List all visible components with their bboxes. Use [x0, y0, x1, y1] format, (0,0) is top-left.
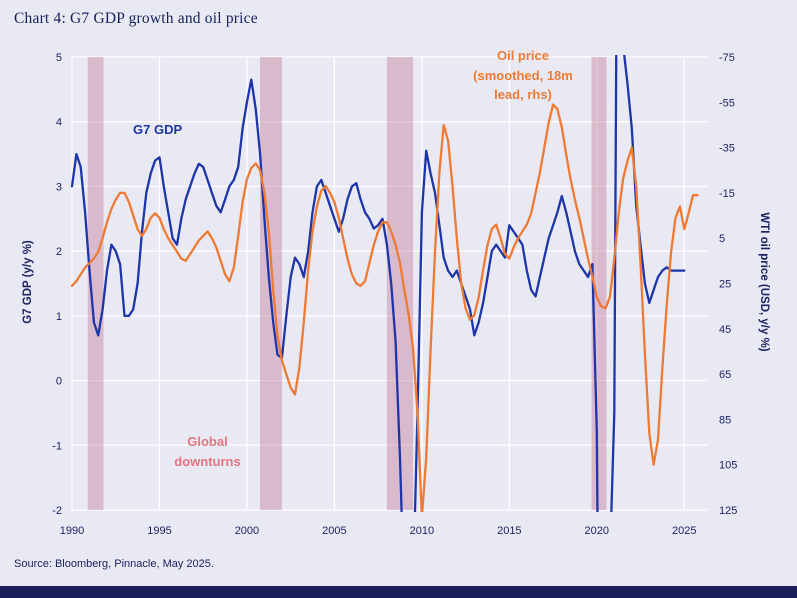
- x-axis-tick-label: 2015: [497, 525, 521, 537]
- global-downturns-label: Global downturns: [150, 432, 265, 471]
- right-axis-tick-label: 125: [719, 505, 737, 517]
- left-axis-tick-label: 5: [56, 52, 62, 64]
- left-axis-tick-label: 3: [56, 181, 62, 193]
- oil-series-label-line3: lead, rhs): [494, 87, 552, 102]
- right-axis-title: WTI oil price (USD, y/y %): [758, 212, 770, 352]
- x-axis-tick-label: 2020: [585, 525, 609, 537]
- downturn-band: [87, 57, 104, 510]
- oil-series-label-line2: (smoothed, 18m: [473, 67, 573, 83]
- x-axis-tick-label: 2000: [235, 525, 259, 537]
- global-downturns-label-line1: Global: [187, 434, 228, 449]
- right-axis-tick-label: 5: [719, 233, 725, 245]
- footer-bar: [0, 586, 797, 598]
- left-axis-tick-label: 1: [56, 311, 62, 323]
- source-note: Source: Bloomberg, Pinnacle, May 2025.: [14, 558, 214, 570]
- page-title: Chart 4: G7 GDP growth and oil price: [14, 10, 258, 27]
- global-downturns-label-line2: downturns: [174, 453, 241, 469]
- x-axis-tick-label: 1995: [147, 525, 171, 537]
- x-axis-tick-label: 2005: [322, 525, 346, 537]
- right-axis-tick-label: 105: [719, 460, 737, 472]
- right-axis-tick-label: -55: [719, 97, 735, 109]
- right-axis-tick-label: -35: [719, 143, 735, 155]
- left-axis-tick-label: 4: [56, 117, 62, 129]
- left-axis-tick-label: -2: [52, 505, 62, 517]
- right-axis-tick-label: -15: [719, 188, 735, 200]
- left-axis-tick-label: -1: [52, 440, 62, 452]
- left-axis-tick-label: 0: [56, 376, 62, 388]
- right-axis-tick-label: 65: [719, 369, 731, 381]
- gdp-series-label: G7 GDP: [133, 122, 183, 137]
- oil-line: [71, 103, 699, 512]
- left-axis-title: G7 GDP (y/y %): [22, 240, 34, 324]
- x-axis-tick-label: 2025: [672, 525, 696, 537]
- right-axis-tick-label: -75: [719, 52, 735, 64]
- downturn-band: [260, 57, 282, 510]
- x-axis-tick-label: 2010: [410, 525, 434, 537]
- oil-series-label: Oil price (smoothed, 18m lead, rhs): [438, 46, 608, 105]
- oil-series-label-line1: Oil price: [496, 48, 550, 63]
- right-axis-tick-label: 45: [719, 324, 731, 336]
- x-axis-tick-label: 1990: [60, 525, 84, 537]
- left-axis-tick-label: 2: [56, 246, 62, 258]
- right-axis-tick-label: 85: [719, 414, 731, 426]
- right-axis-tick-label: 25: [719, 279, 731, 291]
- gdp-line: [71, 55, 686, 512]
